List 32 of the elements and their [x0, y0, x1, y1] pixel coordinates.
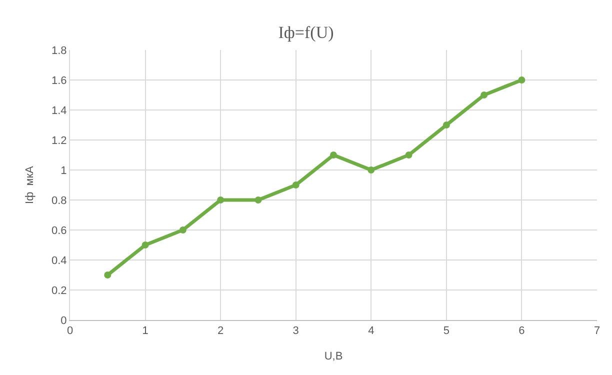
y-tick-label: 0.4 — [52, 254, 67, 267]
point — [330, 152, 337, 158]
y-tick-label: 0.2 — [52, 284, 67, 297]
x-tick-label: 6 — [518, 325, 525, 338]
y-tick-label: 1.6 — [52, 74, 67, 87]
x-tick-label: 4 — [368, 325, 374, 338]
x-tick-label: 5 — [443, 325, 450, 338]
y-tick-label: 0.6 — [52, 224, 67, 237]
point — [217, 196, 224, 204]
point — [254, 196, 262, 204]
point — [142, 242, 149, 248]
x-axis-title: U,В — [324, 350, 343, 362]
y-tick-label: 0 — [60, 314, 67, 327]
point — [104, 272, 112, 278]
y-tick-label: 1.8 — [52, 44, 67, 57]
x-tick-label: 3 — [292, 325, 299, 338]
y-axis-title: Iф мкА — [24, 165, 36, 204]
point — [405, 152, 412, 158]
y-tick-label: 0.8 — [52, 194, 67, 207]
point — [179, 226, 186, 234]
point — [518, 76, 526, 84]
x-tick-label: 1 — [142, 325, 148, 338]
point — [368, 166, 375, 174]
y-tick-label: 1.4 — [52, 104, 67, 117]
point — [442, 122, 450, 128]
x-tick-label: 2 — [218, 325, 224, 338]
y-tick-label: 1.2 — [52, 134, 67, 147]
x-tick-label: 7 — [594, 325, 600, 338]
point — [292, 182, 300, 188]
y-tick-label: 1 — [60, 164, 67, 177]
point — [480, 92, 488, 98]
chart-title: Iф=f(U) — [278, 23, 334, 42]
